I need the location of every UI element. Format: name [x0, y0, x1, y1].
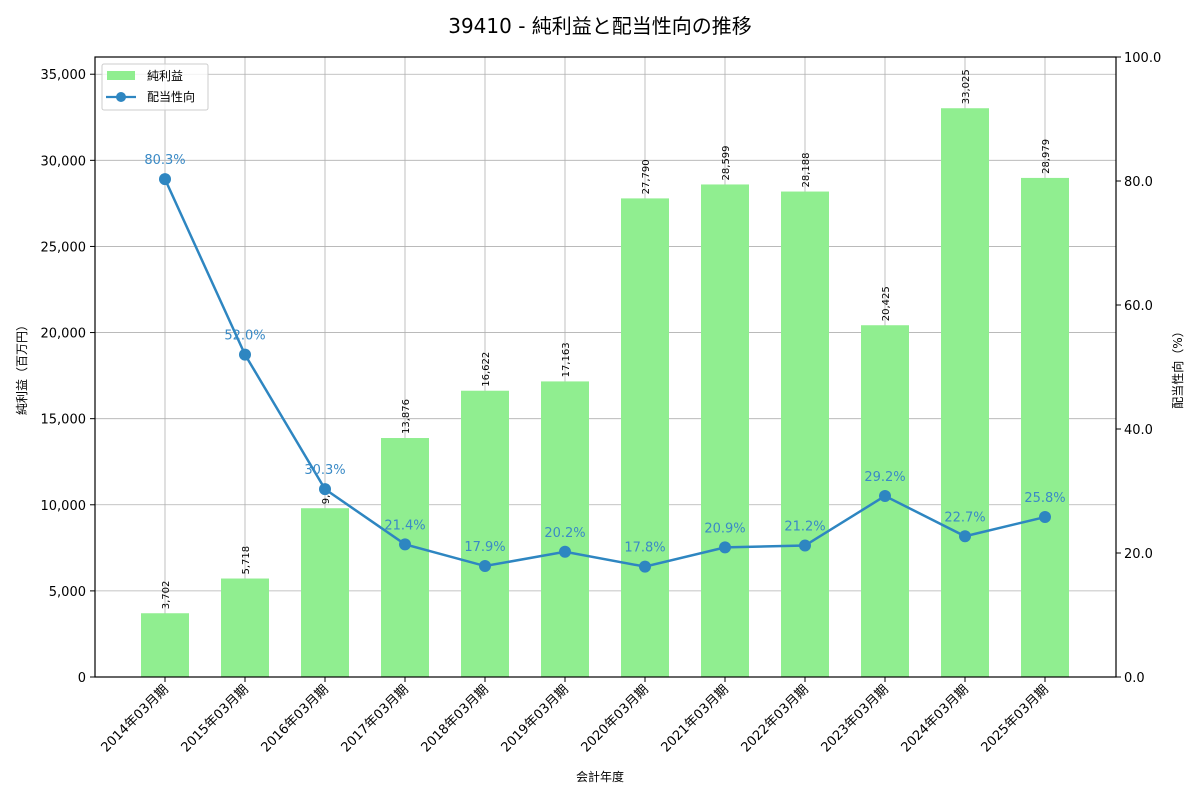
bar-value-label: 27,790 [641, 159, 652, 194]
x-tick-label: 2018年03月期 [419, 682, 492, 755]
legend-bar-swatch [107, 71, 135, 80]
x-tick-label: 2022年03月期 [739, 682, 812, 755]
x-tick-label: 2024年03月期 [899, 682, 972, 755]
bar [461, 390, 509, 677]
bar-value-label: 5,718 [241, 546, 252, 575]
line-series [159, 173, 1051, 573]
line-marker [559, 545, 571, 558]
bar [221, 578, 269, 677]
line-marker [639, 560, 651, 573]
bar-value-label: 33,025 [961, 69, 972, 104]
x-tick-label: 2020年03月期 [579, 682, 652, 755]
line-value-labels: 80.3% 52.0% 30.3% 21.4% 17.9% 20.2% 17.8% 20.9%… [144, 153, 1065, 556]
left-axis-title: 純利益（百万円） [15, 319, 29, 415]
bar-value-label: 28,599 [721, 145, 732, 180]
left-tick-label: 35,000 [41, 68, 87, 83]
right-tick-label: 20.0 [1124, 547, 1153, 562]
left-tick-label: 10,000 [41, 499, 87, 514]
left-tick-label: 30,000 [41, 154, 87, 169]
bar [1021, 177, 1069, 677]
right-tick-label: 0.0 [1124, 671, 1145, 686]
line-marker [399, 538, 411, 551]
bar-series [141, 108, 1069, 678]
bar [621, 198, 669, 677]
legend-marker-icon [116, 92, 126, 102]
bar-value-label: 17,163 [561, 342, 572, 377]
line-marker [959, 530, 971, 543]
x-tick-label: 2014年03月期 [99, 682, 172, 755]
left-tick-label: 15,000 [41, 413, 87, 428]
line-marker [799, 539, 811, 552]
x-tick-label: 2017年03月期 [339, 682, 412, 755]
right-tick-label: 60.0 [1124, 299, 1153, 314]
x-axis-title: 会計年度 [576, 769, 624, 784]
left-tick-label: 0 [78, 671, 86, 686]
x-axis: 2014年03月期 2015年03月期 2016年03月期 2017年03月期 2018… [99, 677, 1052, 756]
right-tick-label: 100.0 [1124, 51, 1161, 66]
right-axis-title: 配当性向（%） [1170, 325, 1185, 408]
legend-bar-label: 純利益 [147, 69, 183, 83]
bar-value-labels: 3,702 5,718 9,8 13,876 16,622 17,163 27,790 28,… [161, 69, 1052, 609]
bar-value-label: 9,8 [321, 488, 332, 504]
chart-title: 39410 - 純利益と配当性向の推移 [448, 14, 752, 38]
left-tick-label: 5,000 [49, 585, 86, 600]
line-value-label: 30.3% [304, 463, 345, 478]
line-marker [1039, 511, 1051, 524]
right-axis: 0.0 20.0 40.0 60.0 80.0 100.0 [1116, 51, 1161, 686]
line-marker [879, 489, 891, 502]
line-value-label: 80.3% [144, 153, 185, 168]
right-tick-label: 80.0 [1124, 175, 1153, 190]
plot-frame [94, 56, 1117, 678]
bar-value-label: 3,702 [161, 581, 172, 610]
line-marker [239, 348, 251, 361]
line-marker [159, 173, 171, 186]
line-marker [479, 560, 491, 573]
bar-value-label: 28,188 [801, 153, 812, 188]
line-value-label: 17.9% [464, 540, 505, 555]
line-value-label: 20.9% [704, 521, 745, 536]
line-marker [319, 483, 331, 496]
bar [941, 108, 989, 678]
x-tick-label: 2025年03月期 [979, 682, 1052, 755]
x-tick-label: 2019年03月期 [499, 682, 572, 755]
x-tick-label: 2023年03月期 [819, 682, 892, 755]
bar [701, 184, 749, 677]
x-tick-label: 2016年03月期 [259, 682, 332, 755]
line-value-label: 52.0% [224, 329, 265, 344]
right-tick-label: 40.0 [1124, 423, 1153, 438]
left-tick-label: 20,000 [41, 327, 87, 342]
bar-value-label: 20,425 [881, 286, 892, 321]
left-axis: 0 5,000 10,000 15,000 20,000 25,000 30,000 35,0… [41, 68, 95, 686]
line-value-label: 17.8% [624, 541, 665, 556]
line-value-label: 20.2% [544, 526, 585, 541]
bar-value-label: 16,622 [481, 352, 492, 387]
left-tick-label: 25,000 [41, 240, 87, 255]
bar [541, 381, 589, 677]
line-value-label: 22.7% [944, 510, 985, 525]
line-value-label: 21.2% [784, 520, 825, 535]
bar [781, 191, 829, 678]
line-value-label: 29.2% [864, 470, 905, 485]
bar-value-label: 28,979 [1041, 139, 1052, 174]
legend: 純利益 配当性向 [101, 63, 209, 111]
x-tick-label: 2015年03月期 [179, 682, 252, 755]
bar [381, 438, 429, 677]
line-value-label: 25.8% [1024, 491, 1065, 506]
x-tick-label: 2021年03月期 [659, 682, 732, 755]
line-marker [719, 541, 731, 554]
legend-line-label: 配当性向 [147, 89, 195, 104]
bar-value-label: 13,876 [401, 399, 412, 434]
bar [141, 613, 189, 677]
bar [301, 508, 349, 677]
line-value-label: 21.4% [384, 518, 425, 533]
